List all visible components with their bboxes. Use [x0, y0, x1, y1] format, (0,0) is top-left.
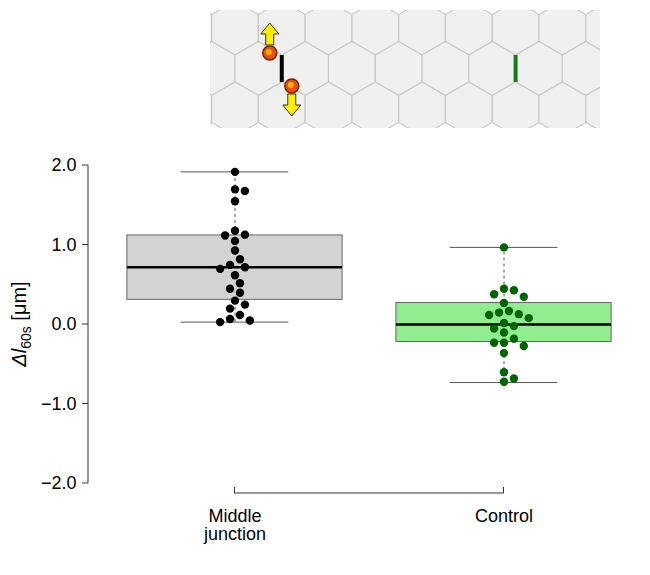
svg-text:Δl60s [μm]: Δl60s [μm] [8, 281, 34, 367]
svg-text:1.0: 1.0 [51, 235, 76, 255]
svg-text:2.0: 2.0 [51, 155, 76, 175]
svg-text:0.0: 0.0 [51, 314, 76, 334]
svg-text:Middlejunction: Middlejunction [203, 506, 266, 544]
svg-text:−1.0: −1.0 [41, 394, 77, 414]
svg-text:−2.0: −2.0 [41, 473, 77, 493]
svg-text:Control: Control [475, 506, 533, 526]
